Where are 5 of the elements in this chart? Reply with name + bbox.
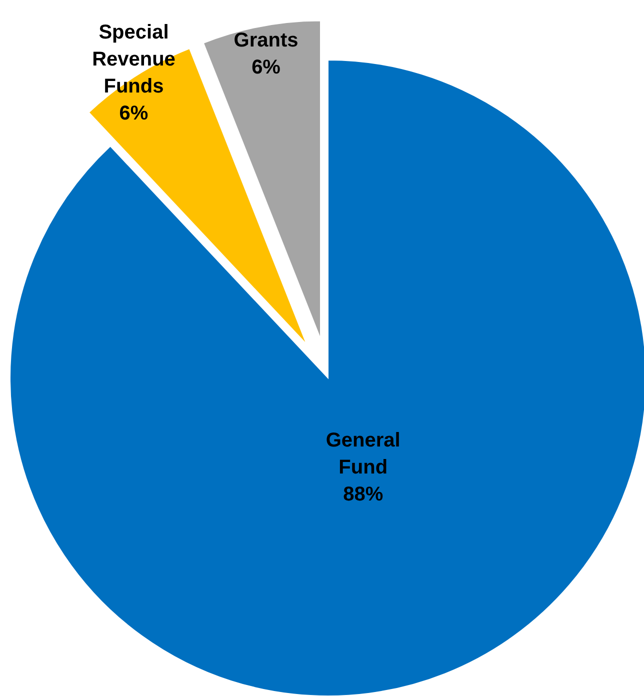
data-label: 88% xyxy=(343,484,384,506)
data-label: 6% xyxy=(252,56,281,79)
slice-label: General Fund xyxy=(326,430,400,479)
data-label: 6% xyxy=(119,102,148,124)
slice-label: Grants xyxy=(234,30,298,52)
